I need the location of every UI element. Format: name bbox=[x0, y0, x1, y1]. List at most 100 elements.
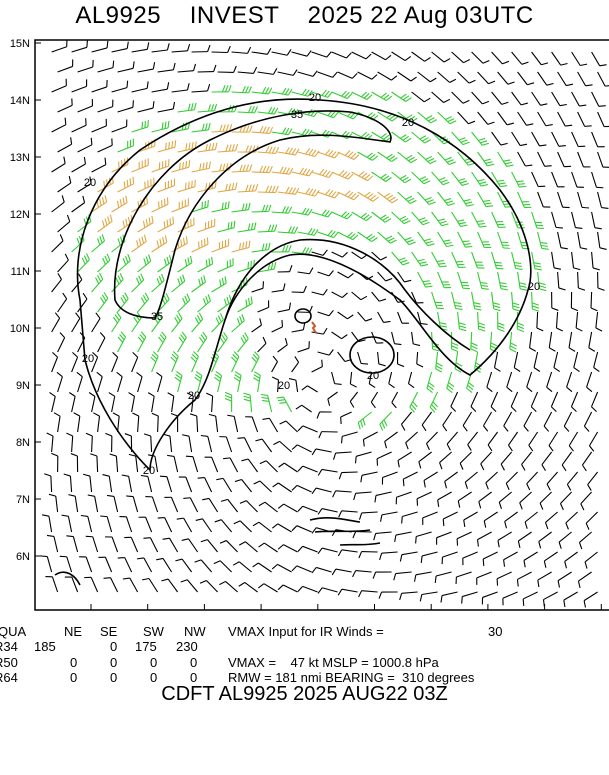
wind-barb bbox=[118, 100, 134, 112]
wind-barb bbox=[463, 412, 471, 431]
wind-barb bbox=[253, 372, 260, 392]
wind-barb bbox=[234, 521, 252, 532]
wind-barb bbox=[161, 579, 177, 592]
wind-barb bbox=[138, 293, 149, 312]
wind-barb bbox=[591, 392, 597, 412]
wind-barb bbox=[318, 548, 338, 554]
wind-barb bbox=[598, 232, 607, 249]
cdft-footer: CDFT AL9925 2025 AUG22 03Z bbox=[0, 683, 609, 706]
wind-barb bbox=[432, 292, 444, 309]
wind-barb bbox=[253, 563, 272, 572]
wind-barb bbox=[192, 237, 208, 252]
wind-barb bbox=[112, 81, 128, 92]
wind-barb bbox=[418, 192, 436, 205]
wind-barb bbox=[158, 332, 166, 352]
wind-barb bbox=[572, 132, 586, 147]
wind-barb bbox=[410, 392, 418, 412]
wind-barb bbox=[488, 432, 497, 451]
wind-barb bbox=[572, 52, 587, 66]
wind-barb bbox=[584, 592, 597, 607]
wind-barb bbox=[212, 276, 227, 292]
wind-barb bbox=[524, 412, 532, 431]
wind-barb bbox=[525, 512, 537, 529]
wind-barb bbox=[118, 177, 134, 192]
wind-barb bbox=[334, 452, 352, 460]
wind-barb bbox=[138, 216, 153, 232]
wind-barb bbox=[72, 118, 87, 132]
wind-barb bbox=[318, 149, 340, 158]
wind-barb bbox=[518, 192, 532, 208]
wind-barb bbox=[512, 52, 529, 64]
wind-barb bbox=[258, 225, 277, 232]
wind-barb bbox=[438, 72, 456, 82]
wind-barb bbox=[60, 556, 72, 572]
wind-barb bbox=[418, 72, 437, 82]
wind-barb bbox=[138, 332, 146, 352]
radii-row-r50: R50 0 0 0 0 VMAX = 47 kt MSLP = 1000.8 h… bbox=[0, 655, 609, 671]
wind-barb bbox=[418, 152, 437, 164]
wind-barb bbox=[69, 392, 75, 412]
wind-barb bbox=[158, 63, 175, 72]
wind-barb bbox=[181, 580, 198, 592]
wind-barb bbox=[129, 393, 135, 412]
wind-barb bbox=[512, 172, 527, 187]
wind-barb bbox=[438, 272, 452, 288]
wind-barb bbox=[118, 332, 126, 352]
wind-barb bbox=[558, 232, 568, 249]
wind-barb bbox=[358, 312, 372, 321]
lat-tick-label: 15N bbox=[10, 38, 30, 50]
wind-barb bbox=[139, 517, 152, 532]
wind-barb bbox=[538, 572, 552, 587]
wind-barb bbox=[421, 552, 437, 563]
wind-barb bbox=[398, 452, 412, 467]
row-nw: 0 bbox=[190, 655, 197, 670]
wind-barb bbox=[549, 332, 555, 351]
contour-label: 20 bbox=[84, 177, 96, 189]
wind-barb bbox=[78, 138, 92, 152]
wind-barb bbox=[417, 492, 432, 506]
wind-barb bbox=[412, 132, 431, 143]
lat-tick-label: 12N bbox=[10, 209, 30, 221]
wind-barb bbox=[372, 92, 392, 101]
wind-barb bbox=[258, 584, 277, 592]
wind-barb bbox=[359, 552, 378, 558]
wind-barb bbox=[419, 452, 432, 468]
wind-barb bbox=[279, 463, 298, 472]
wind-barb bbox=[338, 272, 354, 278]
wind-barb bbox=[447, 372, 454, 393]
wind-barb bbox=[392, 172, 411, 183]
wind-barb bbox=[212, 201, 230, 212]
wind-barb bbox=[451, 392, 458, 412]
wind-barb bbox=[491, 392, 497, 412]
wind-barb bbox=[578, 232, 588, 249]
wind-barb bbox=[380, 412, 392, 431]
wind-barb bbox=[468, 432, 478, 451]
wind-barb bbox=[379, 592, 398, 599]
wind-barb bbox=[218, 183, 237, 192]
wind-barb bbox=[538, 192, 551, 207]
wind-barb bbox=[117, 372, 123, 392]
wind-barb bbox=[152, 197, 168, 212]
wind-barb bbox=[392, 212, 411, 224]
wind-barb bbox=[400, 592, 418, 600]
wind-barb bbox=[538, 232, 549, 249]
wind-barb bbox=[98, 100, 113, 112]
wind-barb bbox=[318, 189, 340, 198]
wind-barb bbox=[172, 83, 190, 92]
wind-barb bbox=[272, 320, 283, 332]
wind-barb bbox=[437, 532, 452, 545]
wind-barb bbox=[158, 217, 174, 232]
wind-barb bbox=[483, 412, 491, 431]
wind-barb bbox=[92, 80, 108, 92]
wind-barb bbox=[592, 52, 607, 66]
wind-barb bbox=[292, 526, 312, 532]
wind-barb bbox=[355, 452, 371, 463]
wind-barb bbox=[378, 112, 398, 121]
wind-barb bbox=[198, 219, 215, 232]
wind-barb bbox=[396, 492, 411, 504]
wind-barb bbox=[532, 252, 542, 270]
wind-barb bbox=[292, 286, 307, 292]
wind-barb bbox=[178, 256, 192, 272]
wind-barb bbox=[591, 292, 597, 311]
